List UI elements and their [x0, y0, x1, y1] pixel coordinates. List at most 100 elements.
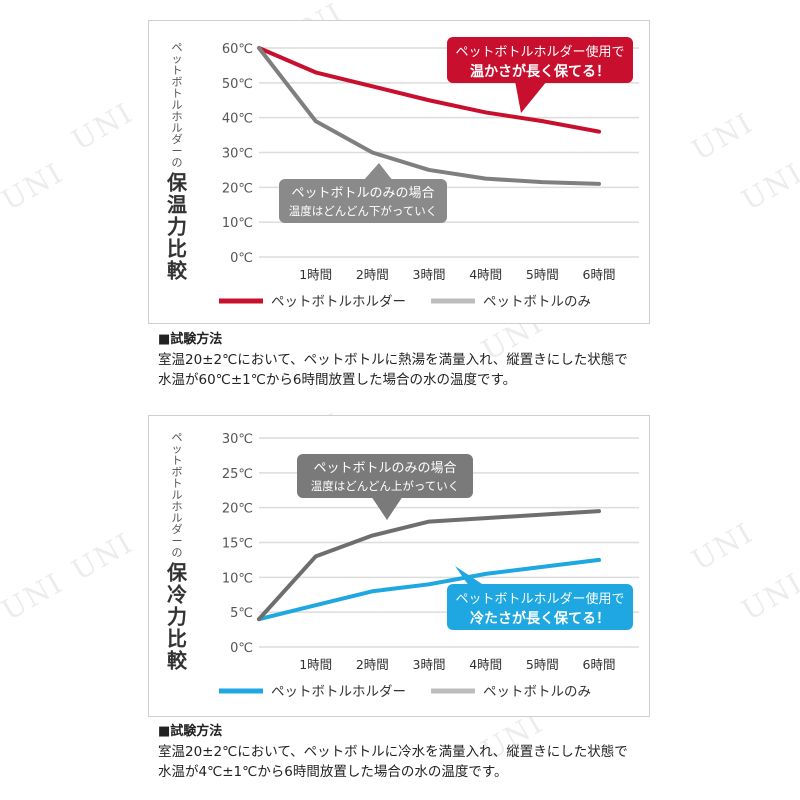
data-point: [597, 509, 601, 513]
x-tick-label: 3時間: [413, 657, 446, 672]
x-tick-label: 4時間: [469, 267, 502, 282]
x-tick-label: 1時間: [299, 657, 332, 672]
y-axis-title-char: ペ: [172, 431, 183, 444]
callout-text: ペットボトルのみの場合: [291, 186, 434, 201]
y-axis-title-char: 比: [167, 237, 187, 261]
y-axis-title-char: 較: [167, 649, 188, 673]
data-point: [484, 110, 488, 114]
callout-text: ペットボトルホルダー使用で: [455, 591, 624, 607]
watermark-text: UNI: [736, 565, 800, 628]
watermark-text: UNI: [736, 155, 800, 218]
y-tick-label: 0℃: [230, 641, 253, 656]
y-axis-title-char: ト: [172, 454, 183, 467]
data-point: [540, 565, 544, 569]
y-axis-title-char: ホ: [172, 500, 183, 513]
callout-text: 温かさが長く保てる！: [470, 63, 610, 80]
y-tick-label: 25℃: [222, 467, 253, 482]
y-axis-title-char: 冷: [167, 583, 187, 607]
cold-retention-chart-panel: ペットボトルホルダーの保冷力比較 0℃ 5℃ 10℃ 15℃ 20℃ 25℃ 30℃ 1時間 2時…: [148, 415, 650, 717]
data-point: [314, 119, 318, 123]
y-axis-title-char: 温: [167, 193, 187, 217]
y-axis-title-char: ボ: [172, 76, 183, 89]
y-tick-label: 60℃: [222, 42, 253, 57]
test-method-title: ■試験方法: [158, 724, 223, 739]
data-point: [540, 180, 544, 184]
callout-pointer: [371, 496, 403, 520]
y-axis-title-char: ル: [172, 99, 183, 112]
y-axis-title-char: ダ: [172, 522, 183, 536]
y-axis-title-char: ボ: [172, 466, 183, 479]
y-tick-label: 10℃: [222, 571, 253, 586]
y-tick-label: 20℃: [222, 502, 253, 517]
data-point: [314, 603, 318, 607]
x-tick-label: 2時間: [356, 267, 389, 282]
data-point: [257, 46, 261, 50]
y-axis-title-char: ト: [172, 64, 183, 77]
y-axis-title-char: の: [172, 156, 183, 169]
data-point: [314, 554, 318, 558]
watermark-text: UNI: [0, 565, 70, 628]
y-axis-title-char: ル: [172, 122, 183, 135]
data-point: [540, 119, 544, 123]
legend-label: ペットボトルのみ: [483, 684, 591, 700]
y-tick-label: 10℃: [222, 216, 253, 231]
y-axis-title-char: ッ: [172, 53, 183, 66]
data-point: [257, 617, 261, 621]
test-method-heat: ■試験方法 室温20±2℃において、ペットボトルに熱湯を満量入れ、縦置きにした状…: [158, 330, 778, 390]
y-axis-title-char: ダ: [172, 132, 183, 146]
y-tick-label: 5℃: [230, 606, 253, 621]
watermark-text: UNI: [66, 95, 140, 158]
data-point: [540, 513, 544, 517]
x-tick-label: 4時間: [469, 657, 502, 672]
watermark-text: UNI: [0, 155, 70, 218]
x-tick-label: 5時間: [526, 267, 559, 282]
y-axis-title-char: ホ: [172, 110, 183, 123]
data-point: [427, 520, 431, 524]
test-method-title: ■試験方法: [158, 332, 223, 347]
y-axis-title-char: 力: [167, 605, 187, 629]
callout-pointer: [455, 566, 485, 586]
data-point: [370, 151, 374, 154]
test-method-line: 水温が60℃±1℃から6時間放置した場合の水の温度です。: [158, 372, 517, 388]
test-method-line: 室温20±2℃において、ペットボトルに熱湯を満量入れ、縦置きにした状態で: [158, 352, 628, 368]
callout-pointer: [363, 163, 393, 181]
y-axis-title-char: ト: [172, 87, 183, 100]
callout-text: 冷たさが長く保てる！: [470, 610, 610, 627]
watermark-text: UNI: [686, 515, 760, 578]
y-axis-title-char: 保: [166, 561, 188, 585]
y-tick-label: 20℃: [222, 181, 253, 196]
data-point: [427, 168, 431, 172]
callout-box: [279, 179, 447, 223]
data-point: [427, 582, 431, 586]
callout-box: [297, 454, 473, 498]
test-method-line: 水温が4℃±1℃から6時間放置した場合の水の温度です。: [158, 764, 508, 780]
y-tick-label: 50℃: [222, 77, 253, 92]
x-tick-label: 5時間: [526, 657, 559, 672]
callout-text: 温度はどんどん下がっていく: [289, 204, 438, 218]
y-axis-title-char: 比: [167, 627, 187, 651]
data-point: [597, 182, 601, 186]
callout-box: [447, 584, 633, 630]
y-axis-title-char: ル: [172, 512, 183, 525]
x-tick-label: 3時間: [413, 267, 446, 282]
data-point: [427, 98, 431, 102]
y-tick-label: 15℃: [222, 537, 253, 552]
y-axis-title-char: ー: [172, 145, 183, 158]
y-axis-title-char: の: [172, 546, 183, 559]
watermark-text: UNI: [686, 105, 760, 168]
x-tick-label: 1時間: [299, 267, 332, 282]
y-axis-title-char: ッ: [172, 443, 183, 456]
y-axis-title-char: ト: [172, 477, 183, 490]
data-point: [314, 70, 318, 74]
data-point: [484, 516, 488, 520]
y-axis-title-char: ー: [172, 535, 183, 548]
callout-box: [447, 37, 633, 83]
watermark-text: UNI: [66, 525, 140, 588]
data-point: [370, 589, 374, 593]
legend-label: ペットボトルホルダー: [271, 294, 406, 310]
legend-label: ペットボトルホルダー: [271, 684, 406, 700]
x-tick-label: 6時間: [583, 657, 616, 672]
y-axis-title-char: 力: [167, 215, 187, 239]
y-tick-label: 0℃: [230, 251, 253, 266]
